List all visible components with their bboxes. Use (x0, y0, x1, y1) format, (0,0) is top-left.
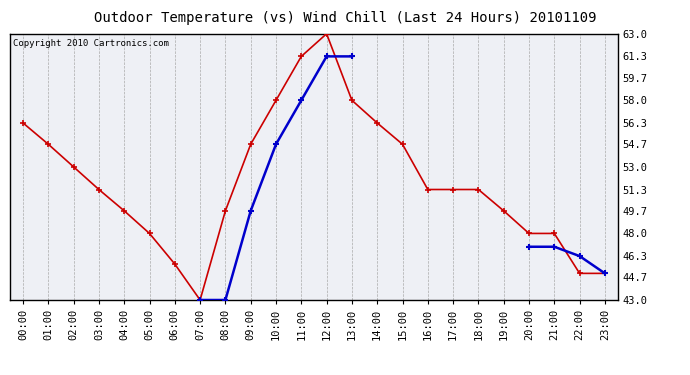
Text: Outdoor Temperature (vs) Wind Chill (Last 24 Hours) 20101109: Outdoor Temperature (vs) Wind Chill (Las… (94, 11, 596, 25)
Text: Copyright 2010 Cartronics.com: Copyright 2010 Cartronics.com (13, 39, 169, 48)
